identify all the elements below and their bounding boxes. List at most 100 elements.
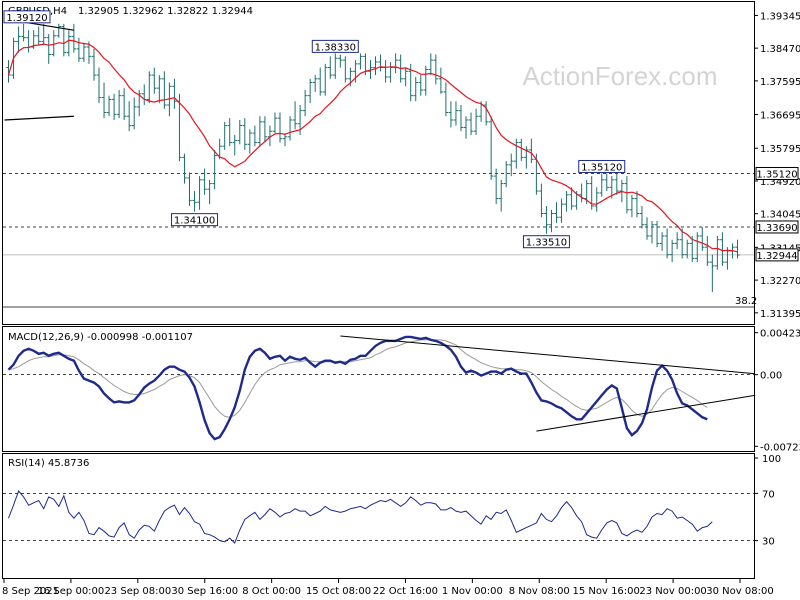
ohlc-bar <box>328 56 333 79</box>
time-tick-label: 1 Nov 00:00 <box>442 586 503 597</box>
ohlc-bar <box>473 108 479 135</box>
ohlc-bar <box>96 67 102 104</box>
macd-trendline <box>340 335 755 375</box>
macd-tick-label: 0.00 <box>760 371 782 382</box>
fib-level-label: 38.2 <box>735 296 757 307</box>
ohlc-bar <box>388 61 393 83</box>
ohlc-bar <box>247 129 253 154</box>
ohlc-bar <box>705 235 710 266</box>
price-annotation-label: 1.34100 <box>174 216 215 227</box>
time-tick-label: 22 Oct 16:00 <box>373 586 438 597</box>
ohlc-bar <box>111 93 117 120</box>
ohlc-bar <box>66 30 72 57</box>
ohlc-bar <box>564 191 569 212</box>
ohlc-bar <box>443 82 449 117</box>
ohlc-bar <box>333 53 338 79</box>
rsi-layer <box>3 490 754 544</box>
ohlc-bar <box>61 23 67 57</box>
ohlc-bar <box>16 26 21 53</box>
ohlc-bar <box>36 26 41 46</box>
ohlc-bar <box>559 198 564 223</box>
ohlc-bar <box>41 23 46 46</box>
moving-average-line <box>7 39 738 253</box>
time-tick-label: 23 Nov 00:00 <box>639 586 706 597</box>
level-tag-box <box>755 220 799 234</box>
time-tick-label: 23 Sep 08:00 <box>104 586 171 597</box>
price-panel-frame <box>2 1 755 325</box>
price-tick-label: 1.35795 <box>760 144 800 155</box>
price-tick-label: 1.34920 <box>760 177 800 188</box>
macd-layer <box>3 335 755 441</box>
time-tick-label: 8 Sep 2021 <box>2 586 59 597</box>
ohlc-bar <box>56 23 62 38</box>
price-tick-label: 1.37595 <box>760 77 800 88</box>
ohlc-bar <box>252 125 258 147</box>
ohlc-bar <box>116 90 122 119</box>
ohlc-bar <box>51 30 57 57</box>
price-annotation-box <box>578 159 626 173</box>
rsi-panel-frame <box>2 453 755 579</box>
price-tick-label: 1.31395 <box>760 309 800 320</box>
ohlc-bar <box>463 116 469 139</box>
ohlc-bar <box>86 41 92 64</box>
ohlc-bar <box>343 56 348 83</box>
ohlc-bar <box>529 138 534 163</box>
ohlc-bar <box>519 138 524 162</box>
ohlc-bar <box>458 105 464 132</box>
ohlc-bar <box>312 75 318 92</box>
price-tick-label: 1.34045 <box>760 210 800 221</box>
rsi-tick-label: 100 <box>762 454 781 465</box>
ohlc-bar <box>207 179 212 205</box>
ohlc-bar <box>126 101 132 132</box>
ohlc-bar <box>232 134 238 156</box>
price-trendline <box>4 115 74 121</box>
ohlc-bar <box>669 239 675 263</box>
ohlc-bar <box>46 33 51 64</box>
ohlc-bar <box>715 235 720 270</box>
ohlc-bar <box>76 37 82 62</box>
ohlc-bar <box>257 116 263 147</box>
price-annotation: 1.38330 <box>311 39 359 53</box>
rsi-line <box>8 490 713 544</box>
time-tick-label: 8 Nov 08:00 <box>509 586 570 597</box>
ohlc-bar <box>202 168 207 195</box>
ohlc-bar <box>227 118 232 147</box>
ohlc-bar <box>524 146 529 169</box>
ohlc-bar <box>428 53 434 76</box>
macd-trendline <box>536 394 755 432</box>
ohlc-bar <box>152 67 157 94</box>
time-tick-label: 30 Sep 16:00 <box>171 586 238 597</box>
ohlc-bar <box>498 179 504 212</box>
price-annotation-box <box>522 235 570 249</box>
ohlc-bar <box>272 112 278 134</box>
ohlc-bar <box>121 88 127 120</box>
time-tick-label: 16 Sep 00:00 <box>38 586 105 597</box>
axis-layer: 1.39345 1.38470 1.37595 1.36695 1.35795 1.349… <box>2 11 800 597</box>
macd-line <box>7 335 708 441</box>
ohlc-bar <box>172 78 177 109</box>
price-layer: 38.2 1.39120 1.38330 1.34100 1.35120 1.33510 <box>3 10 757 308</box>
price-annotation: 1.33510 <box>522 235 570 249</box>
ohlc-bar <box>664 228 670 259</box>
rsi-tick-label: 30 <box>762 537 775 548</box>
ohlc-bar <box>614 173 620 195</box>
ohlc-bar <box>720 232 725 266</box>
ohlc-bar <box>544 206 549 234</box>
ohlc-bar <box>358 53 363 70</box>
ohlc-bar <box>433 54 439 85</box>
ohlc-bar <box>222 121 227 150</box>
ohlc-bar <box>679 228 685 259</box>
ohlc-bar <box>639 206 645 229</box>
ohlc-bar <box>644 217 650 240</box>
price-annotation-box <box>171 213 219 227</box>
price-annotation-label: 1.38330 <box>315 42 356 53</box>
ohlc-bar <box>302 90 308 117</box>
ohlc-bar <box>514 138 519 169</box>
ohlc-bar <box>659 232 665 251</box>
ohlc-bar <box>418 75 424 96</box>
ohlc-bar <box>674 232 680 250</box>
ohlc-bar <box>197 176 202 210</box>
level-tag-label: 1.35120 <box>756 169 797 180</box>
ohlc-bar <box>147 71 152 104</box>
ohlc-bar <box>212 149 217 190</box>
